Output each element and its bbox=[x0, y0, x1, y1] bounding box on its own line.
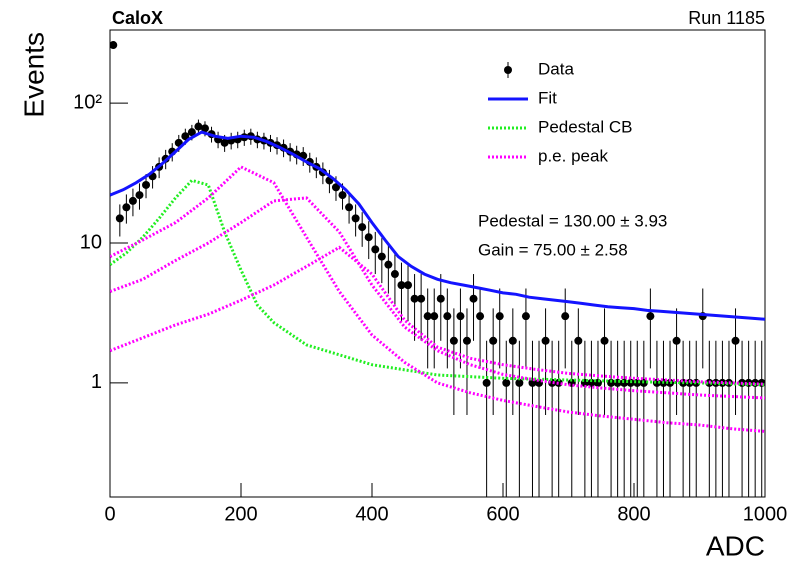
data-point bbox=[541, 336, 550, 345]
data-point bbox=[351, 214, 360, 223]
chart-title: CaloX bbox=[112, 8, 163, 28]
annotation: Gain = 75.00 ± 2.58 bbox=[478, 240, 628, 259]
data-point bbox=[600, 336, 609, 345]
y-tick-label: 10² bbox=[73, 91, 102, 113]
chart-subtitle: Run 1185 bbox=[688, 8, 765, 28]
data-point bbox=[345, 203, 354, 212]
data-point bbox=[115, 214, 124, 223]
data-point bbox=[122, 203, 131, 212]
data-point bbox=[135, 191, 144, 200]
data-point bbox=[489, 336, 498, 345]
x-tick-label: 1000 bbox=[743, 503, 788, 525]
legend-label: p.e. peak bbox=[538, 146, 608, 165]
component-curve bbox=[110, 245, 765, 386]
data-point bbox=[397, 281, 406, 290]
data-point bbox=[430, 312, 439, 321]
data-point bbox=[646, 312, 655, 321]
plot-frame bbox=[109, 29, 766, 498]
data-point bbox=[364, 233, 373, 242]
data-point bbox=[128, 196, 137, 205]
data-point bbox=[110, 41, 118, 50]
data-point bbox=[390, 270, 399, 279]
data-point bbox=[371, 245, 380, 254]
data-point bbox=[456, 312, 465, 321]
component-curve bbox=[110, 178, 765, 387]
data-point bbox=[331, 183, 340, 192]
data-point bbox=[561, 312, 570, 321]
data-point bbox=[672, 336, 681, 345]
x-tick-label: 0 bbox=[104, 503, 115, 525]
data-point bbox=[731, 336, 740, 345]
data-point bbox=[685, 378, 694, 387]
component-curve bbox=[110, 165, 765, 433]
annotation: Pedestal = 130.00 ± 3.93 bbox=[478, 211, 667, 230]
y-tick-label: 10 bbox=[80, 231, 102, 253]
data-point bbox=[469, 294, 478, 303]
data-point bbox=[574, 336, 583, 345]
data-point bbox=[607, 378, 616, 387]
data-point bbox=[495, 312, 504, 321]
data-point bbox=[220, 138, 229, 147]
legend-label: Data bbox=[538, 59, 574, 78]
data-point bbox=[194, 122, 203, 131]
data-point bbox=[508, 336, 517, 345]
data-point bbox=[521, 312, 530, 321]
legend-label: Pedestal CB bbox=[538, 117, 633, 136]
data-point bbox=[200, 124, 209, 133]
x-axis-label: ADC bbox=[706, 530, 765, 561]
data-point bbox=[436, 294, 445, 303]
x-tick-label: 200 bbox=[224, 503, 257, 525]
data-point bbox=[358, 223, 367, 232]
legend-swatch bbox=[504, 66, 512, 74]
data-point bbox=[449, 336, 458, 345]
data-point bbox=[515, 378, 524, 387]
data-point bbox=[502, 378, 511, 387]
data-point bbox=[377, 252, 386, 261]
data-point bbox=[404, 281, 413, 290]
data-point bbox=[443, 312, 452, 321]
y-axis-label: Events bbox=[18, 32, 49, 118]
data-point bbox=[187, 128, 196, 137]
x-tick-label: 600 bbox=[486, 503, 519, 525]
data-point bbox=[338, 191, 347, 200]
y-tick-label: 1 bbox=[91, 371, 102, 393]
legend-label: Fit bbox=[538, 88, 557, 107]
data-point bbox=[476, 312, 485, 321]
x-tick-label: 800 bbox=[617, 503, 650, 525]
data-point bbox=[423, 312, 432, 321]
x-tick-label: 400 bbox=[355, 503, 388, 525]
data-point bbox=[181, 132, 190, 141]
data-point bbox=[142, 180, 151, 189]
data-point bbox=[410, 294, 419, 303]
data-point bbox=[384, 260, 393, 269]
data-point bbox=[417, 294, 426, 303]
plot-area bbox=[110, 41, 765, 497]
data-point bbox=[482, 378, 491, 387]
data-point bbox=[462, 336, 471, 345]
fit-curve bbox=[110, 130, 765, 321]
data-point bbox=[587, 378, 596, 387]
